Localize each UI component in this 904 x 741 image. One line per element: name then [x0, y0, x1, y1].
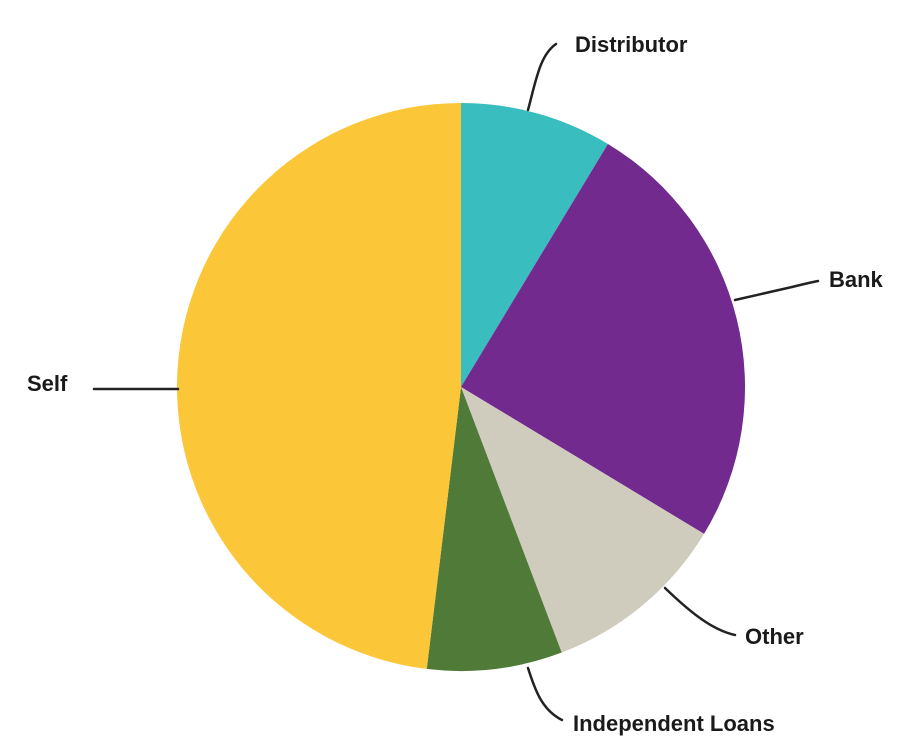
pie-slice-other: [461, 387, 705, 653]
leader-line-other: [663, 586, 737, 637]
pie-slice-self: [176, 103, 461, 669]
slice-label-bank: Bank: [829, 267, 884, 292]
leader-line-independent-loans: [526, 666, 564, 722]
slice-label-other: Other: [745, 624, 804, 649]
leader-lines-layer: [92, 42, 820, 722]
slice-label-independent-loans: Independent Loans: [573, 711, 775, 736]
slice-label-self: Self: [27, 371, 68, 396]
slices-layer: [176, 103, 745, 671]
labels-layer: Distributor Bank Other Independent Loans…: [27, 32, 884, 736]
leader-line-distributor: [526, 42, 558, 112]
pie-slice-distributor: [461, 103, 608, 387]
pie-slice-independent-loans: [426, 387, 562, 671]
leader-line-bank: [733, 279, 820, 302]
pie-slice-bank: [461, 143, 745, 534]
slice-label-distributor: Distributor: [575, 32, 688, 57]
